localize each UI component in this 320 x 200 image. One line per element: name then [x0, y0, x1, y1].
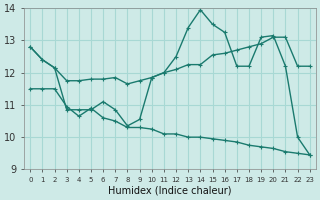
X-axis label: Humidex (Indice chaleur): Humidex (Indice chaleur)	[108, 186, 232, 196]
